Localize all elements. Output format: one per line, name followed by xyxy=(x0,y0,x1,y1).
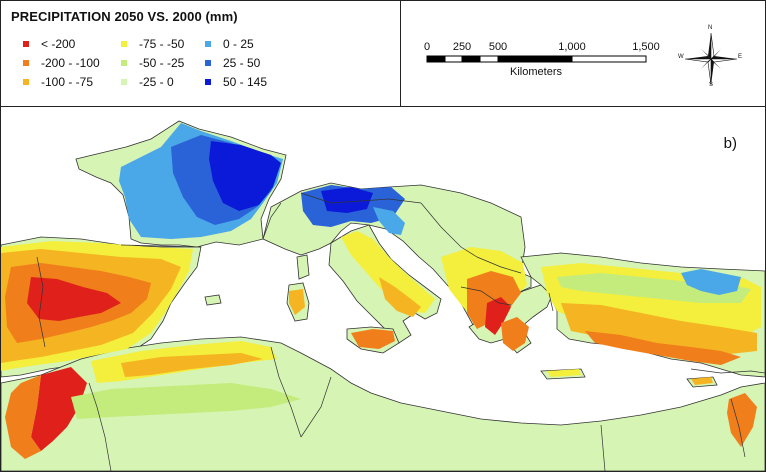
scale-panel: 0 250 500 1,000 1,500 Kilometers xyxy=(401,1,765,107)
legend-item: 50 - 145 xyxy=(205,75,267,89)
zone-levant-orange xyxy=(727,393,757,447)
zone-france-deep-blue xyxy=(209,141,281,211)
legend-item: -100 - -75 xyxy=(23,75,93,89)
zone-alps-deep-blue xyxy=(321,187,373,213)
border-libya-egypt xyxy=(600,424,606,471)
scale-tick-label: 500 xyxy=(488,41,508,53)
zone-sicily-orange xyxy=(351,329,395,349)
legend-item: -25 - 0 xyxy=(121,75,174,89)
country-borders xyxy=(36,192,765,471)
zone-italy-orange xyxy=(379,277,421,317)
legend-item: -200 - -100 xyxy=(23,56,100,70)
legend-item: 25 - 50 xyxy=(205,56,260,70)
legend-label: -75 - -50 xyxy=(139,37,185,51)
legend-label: -200 - -100 xyxy=(41,56,100,70)
legend-swatch xyxy=(121,41,127,47)
legend-label: 50 - 145 xyxy=(223,75,268,89)
legend-label: < -200 xyxy=(41,37,76,51)
compass-e-label: E xyxy=(738,54,743,60)
legend-swatch xyxy=(205,79,211,85)
legend-swatch xyxy=(205,41,211,47)
scale-tick-label: 250 xyxy=(452,41,472,53)
panel-label: b) xyxy=(723,135,737,152)
legend-swatch xyxy=(121,60,127,66)
compass-w-label: W xyxy=(678,54,684,60)
compass-n-label: N xyxy=(708,25,713,31)
scale-tick-label: 1,500 xyxy=(632,41,660,53)
border-france-italy xyxy=(262,202,282,240)
zone-iberia-red xyxy=(27,277,121,321)
scale-bar xyxy=(426,55,647,63)
zone-adriatic-blue xyxy=(373,207,405,235)
legend-swatch xyxy=(23,60,29,66)
border-tunisia-libya xyxy=(300,376,332,438)
map-panel: b) xyxy=(1,107,765,471)
corsica-land xyxy=(296,254,310,280)
precipitation-zones xyxy=(1,123,761,459)
zone-turkey-light-green xyxy=(557,273,751,303)
legend-swatch xyxy=(205,60,211,66)
legend-label: -50 - -25 xyxy=(139,56,185,70)
zone-morocco-orange xyxy=(5,375,41,459)
compass-s-label: S xyxy=(709,82,714,88)
border-levant xyxy=(730,398,746,458)
scale-unit-label: Kilometers xyxy=(510,66,562,78)
border-balkans-3 xyxy=(460,286,512,306)
legend-item: < -200 xyxy=(23,37,75,51)
zone-turkey-dark-orange xyxy=(585,331,741,365)
zone-turkey-orange xyxy=(561,303,757,355)
legend-title: PRECIPITATION 2050 VS. 2000 (mm) xyxy=(11,9,238,24)
scale-tick-label: 0 xyxy=(423,41,431,53)
balearic-land xyxy=(204,294,222,306)
border-spain-portugal xyxy=(36,256,46,348)
zone-turkey-blue xyxy=(681,269,741,295)
legend-item: -50 - -25 xyxy=(121,56,184,70)
legend-label: 25 - 50 xyxy=(223,56,261,70)
legend-swatch xyxy=(121,79,127,85)
compass-rose-icon xyxy=(684,32,738,86)
legend-label: 0 - 25 xyxy=(223,37,254,51)
zone-greece-red xyxy=(485,297,511,335)
border-balkans-2 xyxy=(476,256,522,274)
zone-crete-yellow xyxy=(547,369,581,377)
legend-panel: PRECIPITATION 2050 VS. 2000 (mm) < -200 … xyxy=(1,1,401,107)
zone-morocco-red xyxy=(31,367,87,451)
border-greece-turkey xyxy=(548,292,554,312)
zone-atlas-light-green xyxy=(71,383,301,419)
legend-label: -25 - 0 xyxy=(139,75,174,89)
legend-label: -100 - -75 xyxy=(41,75,94,89)
zone-greece-dark-orange xyxy=(501,317,529,351)
zone-italy-yellow xyxy=(341,231,435,313)
legend-item: -75 - -50 xyxy=(121,37,184,51)
scale-tick-label: 1,000 xyxy=(558,41,586,53)
zone-sardinia-yellow xyxy=(289,289,305,315)
zone-cyprus-yellow xyxy=(691,377,713,385)
border-alps xyxy=(300,192,422,204)
north-africa-land xyxy=(1,336,765,471)
border-balkans-1 xyxy=(420,202,478,258)
legend-swatch xyxy=(23,79,29,85)
border-morocco-algeria xyxy=(88,382,112,471)
legend-swatch xyxy=(23,41,29,47)
border-algeria-tunisia xyxy=(270,346,302,438)
precipitation-map xyxy=(1,107,765,471)
border-turkey-syria xyxy=(690,368,765,374)
zone-algeria-orange xyxy=(121,353,263,377)
legend-item: 0 - 25 xyxy=(205,37,254,51)
border-france-spain xyxy=(120,244,202,248)
